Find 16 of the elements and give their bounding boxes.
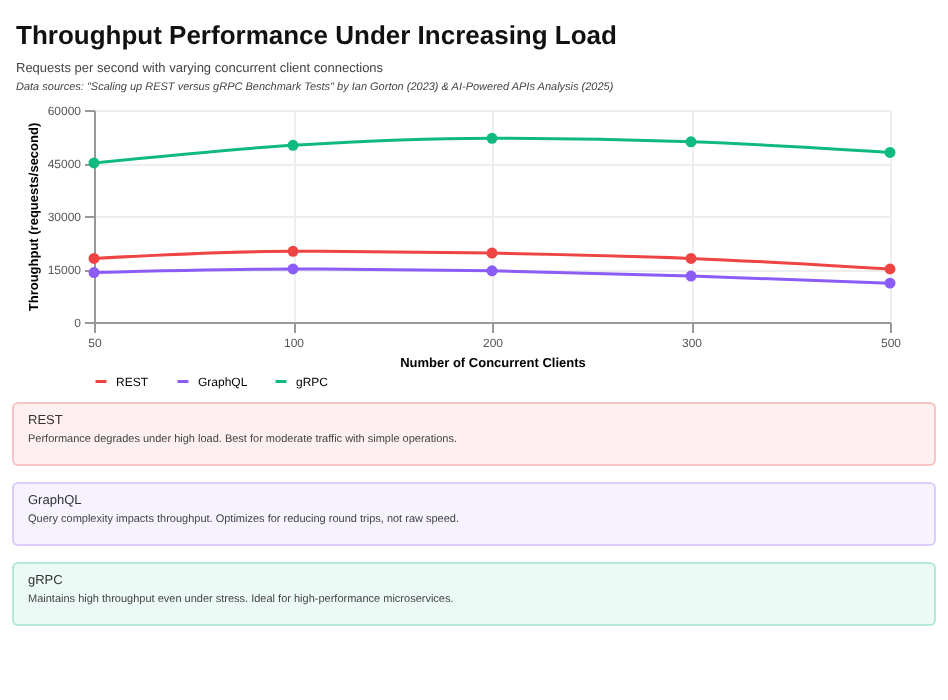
point bbox=[884, 277, 896, 289]
point bbox=[685, 270, 697, 282]
chart-title: Throughput Performance Under Increasing Load bbox=[16, 20, 619, 50]
point bbox=[685, 136, 697, 148]
point bbox=[287, 263, 299, 275]
point bbox=[884, 146, 896, 158]
point bbox=[884, 263, 896, 275]
point bbox=[88, 252, 100, 264]
point bbox=[486, 265, 498, 277]
point bbox=[486, 132, 498, 144]
point bbox=[685, 252, 697, 264]
point bbox=[486, 247, 498, 259]
point bbox=[287, 139, 299, 151]
point bbox=[88, 267, 100, 278]
point bbox=[88, 157, 100, 169]
point bbox=[287, 245, 299, 257]
